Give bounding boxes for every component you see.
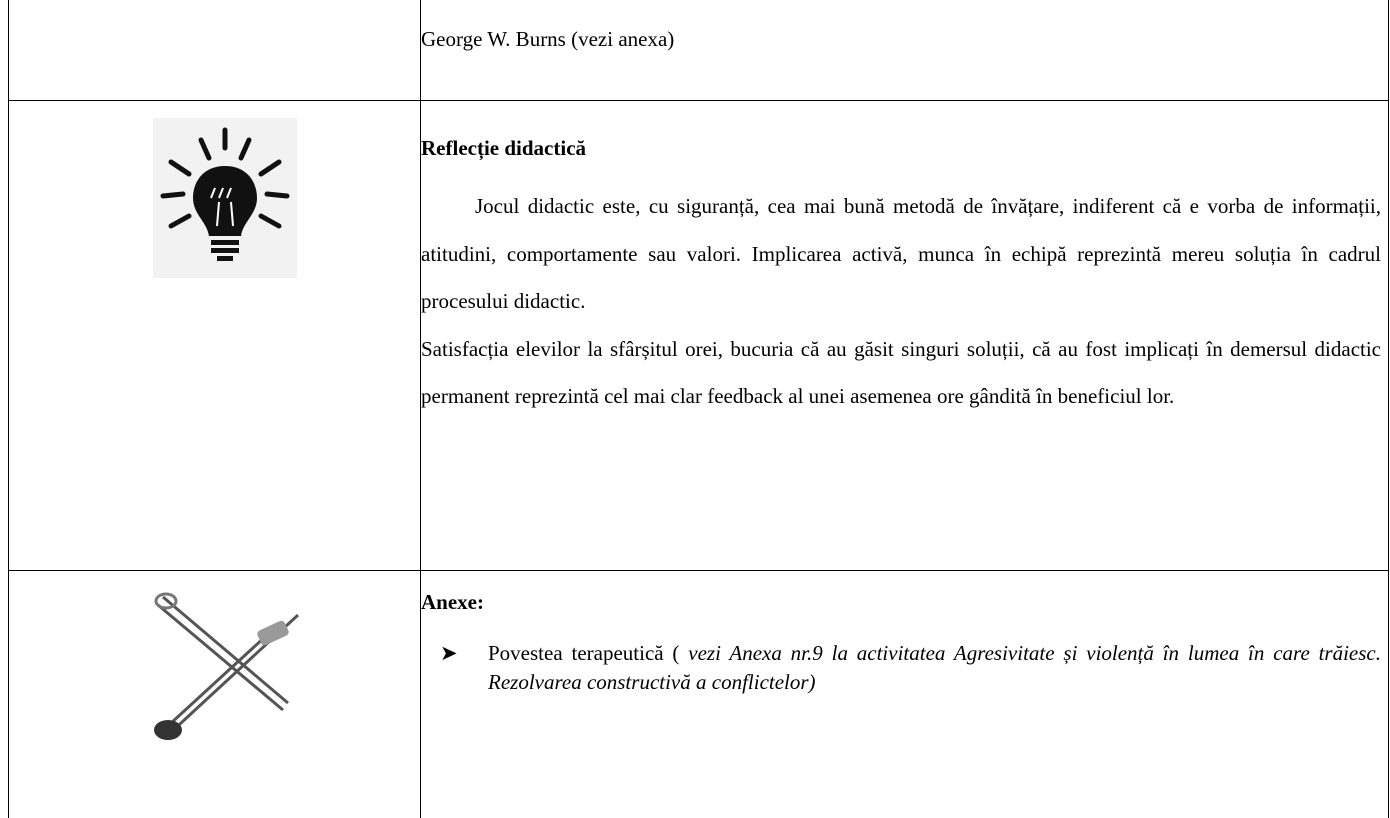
row-text: George W. Burns (vezi anexa) [421, 27, 675, 51]
safety-pin-icon [154, 592, 300, 740]
row-divider [8, 570, 1389, 571]
paragraph: Jocul didactic este, cu siguranță, cea m… [421, 194, 1381, 313]
table-border [8, 0, 9, 818]
row-divider [8, 100, 1389, 101]
item-text: Povestea terapeutică ( [488, 641, 680, 665]
bullet: ➤ [440, 641, 458, 665]
reflection-cell: Reflecție didactică Jocul didactic este,… [421, 136, 1381, 421]
annex-cell: Anexe: ➤ Povestea terapeutică ( vezi Ane… [421, 590, 1381, 697]
lightbulb-icon [153, 118, 297, 278]
column-divider [420, 0, 421, 818]
item-italic: vezi Anexa nr.9 la activitatea Agresivit… [488, 641, 1382, 694]
paragraph: Satisfacția elevilor la sfârșitul orei, … [421, 336, 1381, 409]
list-item: ➤ Povestea terapeutică ( vezi Anexa nr.9… [421, 639, 1381, 697]
table-border [1388, 0, 1389, 818]
section-heading: Reflecție didactică [421, 136, 587, 160]
section-heading: Anexe: [421, 590, 484, 614]
